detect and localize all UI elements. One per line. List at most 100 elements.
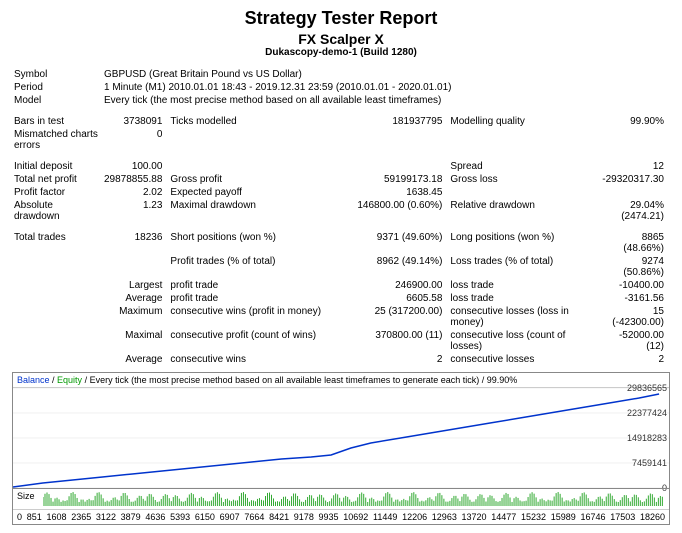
maximal-l-label: consecutive loss (count of losses) <box>448 329 598 353</box>
maximal-label: Maximal <box>102 329 168 353</box>
maxdd-label: Maximal drawdown <box>168 199 338 223</box>
avg-lt-value: -3161.56 <box>598 292 670 305</box>
model-value: Every tick (the most precise method base… <box>102 94 670 107</box>
equity-chart: Balance / Equity / Every tick (the most … <box>12 372 670 525</box>
xaxis-label: 11449 <box>373 512 397 522</box>
xaxis-label: 1608 <box>46 512 66 522</box>
xaxis-label: 2365 <box>71 512 91 522</box>
grossloss-value: -29320317.30 <box>598 173 670 186</box>
maxcons-l-value: 15 (-42300.00) <box>598 305 670 329</box>
period-value: 1 Minute (M1) 2010.01.01 18:43 - 2019.12… <box>102 81 670 94</box>
shortpos-value: 9371 (49.60%) <box>338 231 448 255</box>
quality-value: 99.90% <box>598 115 670 128</box>
spread-label: Spread <box>448 160 598 173</box>
yaxis-label: 7459141 <box>632 458 667 468</box>
maximal-p-value: 370800.00 (11) <box>338 329 448 353</box>
equity-line-svg <box>13 388 669 488</box>
bars-value: 3738091 <box>102 115 168 128</box>
xaxis-label: 9178 <box>294 512 314 522</box>
report-subtitle: FX Scalper X <box>12 31 670 47</box>
expectedpayoff-label: Expected payoff <box>168 186 338 199</box>
period-label: Period <box>12 81 102 94</box>
largest-lt-value: -10400.00 <box>598 279 670 292</box>
maximal-p-label: consecutive profit (count of wins) <box>168 329 338 353</box>
ticks-label: Ticks modelled <box>168 115 338 128</box>
largest-pt-value: 246900.00 <box>338 279 448 292</box>
reldd-label: Relative drawdown <box>448 199 598 223</box>
profitfactor-value: 2.02 <box>102 186 168 199</box>
yaxis-label: 14918283 <box>627 433 667 443</box>
xaxis-label: 13720 <box>462 512 487 522</box>
size-bars-svg <box>43 492 664 506</box>
size-label: Size <box>17 491 35 501</box>
largest-lt-label: loss trade <box>448 279 598 292</box>
xaxis-label: 14477 <box>491 512 516 522</box>
report-title: Strategy Tester Report <box>12 8 670 29</box>
xaxis-label: 15989 <box>551 512 576 522</box>
netprofit-value: 29878855.88 <box>102 173 168 186</box>
shortpos-label: Short positions (won %) <box>168 231 338 255</box>
avgcons-l-label: consecutive losses <box>448 353 598 366</box>
model-label: Model <box>12 94 102 107</box>
xaxis-label: 5393 <box>170 512 190 522</box>
losstrades-value: 9274 (50.86%) <box>598 255 670 279</box>
xaxis-label: 6907 <box>220 512 240 522</box>
avg-label: Average <box>102 292 168 305</box>
bars-label: Bars in test <box>12 115 102 128</box>
legend-balance: Balance <box>17 375 50 385</box>
largest-pt-label: profit trade <box>168 279 338 292</box>
grossloss-label: Gross loss <box>448 173 598 186</box>
chart-body: 29836565223774241491828374591410 <box>13 388 669 488</box>
legend-tail: / Every tick (the most precise method ba… <box>82 375 517 385</box>
absdd-label: Absolute drawdown <box>12 199 102 223</box>
xaxis-label: 3122 <box>96 512 116 522</box>
maximal-l-value: -52000.00 (12) <box>598 329 670 353</box>
avg-lt-label: loss trade <box>448 292 598 305</box>
largest-label: Largest <box>102 279 168 292</box>
avgcons-w-label: consecutive wins <box>168 353 338 366</box>
quality-label: Modelling quality <box>448 115 598 128</box>
profittrades-label: Profit trades (% of total) <box>168 255 338 279</box>
yaxis-label: 22377424 <box>627 408 667 418</box>
maxcons-label: Maximum <box>102 305 168 329</box>
xaxis-label: 12963 <box>432 512 457 522</box>
xaxis-label: 0 <box>17 512 22 522</box>
grossprofit-label: Gross profit <box>168 173 338 186</box>
avgcons-label: Average <box>102 353 168 366</box>
reldd-value: 29.04% (2474.21) <box>598 199 670 223</box>
netprofit-label: Total net profit <box>12 173 102 186</box>
losstrades-label: Loss trades (% of total) <box>448 255 598 279</box>
xaxis-label: 7664 <box>244 512 264 522</box>
profittrades-value: 8962 (49.14%) <box>338 255 448 279</box>
avg-pt-value: 6605.58 <box>338 292 448 305</box>
chart-legend: Balance / Equity / Every tick (the most … <box>13 373 669 388</box>
xaxis-label: 3879 <box>121 512 141 522</box>
avgcons-l-value: 2 <box>598 353 670 366</box>
xaxis-label: 6150 <box>195 512 215 522</box>
xaxis-label: 9935 <box>319 512 339 522</box>
legend-equity: Equity <box>57 375 82 385</box>
symbol-value: GBPUSD (Great Britain Pound vs US Dollar… <box>102 68 670 81</box>
avgcons-w-value: 2 <box>338 353 448 366</box>
stats-table: Bars in test3738091 Ticks modelled181937… <box>12 115 670 366</box>
mismatch-label: Mismatched charts errors <box>12 128 102 152</box>
xaxis-label: 12206 <box>402 512 427 522</box>
header-table: SymbolGBPUSD (Great Britain Pound vs US … <box>12 68 670 107</box>
initdep-value: 100.00 <box>102 160 168 173</box>
xaxis-label: 18260 <box>640 512 665 522</box>
xaxis-label: 17503 <box>610 512 635 522</box>
ticks-value: 181937795 <box>338 115 448 128</box>
xaxis-label: 8421 <box>269 512 289 522</box>
symbol-label: Symbol <box>12 68 102 81</box>
size-row: Size <box>13 488 669 509</box>
totaltrades-value: 18236 <box>102 231 168 255</box>
grossprofit-value: 59199173.18 <box>338 173 448 186</box>
yaxis-label: 29836565 <box>627 383 667 393</box>
avg-pt-label: profit trade <box>168 292 338 305</box>
maxcons-w-value: 25 (317200.00) <box>338 305 448 329</box>
xaxis-label: 15232 <box>521 512 546 522</box>
absdd-value: 1.23 <box>102 199 168 223</box>
spread-value: 12 <box>598 160 670 173</box>
xaxis-label: 4636 <box>145 512 165 522</box>
longpos-label: Long positions (won %) <box>448 231 598 255</box>
